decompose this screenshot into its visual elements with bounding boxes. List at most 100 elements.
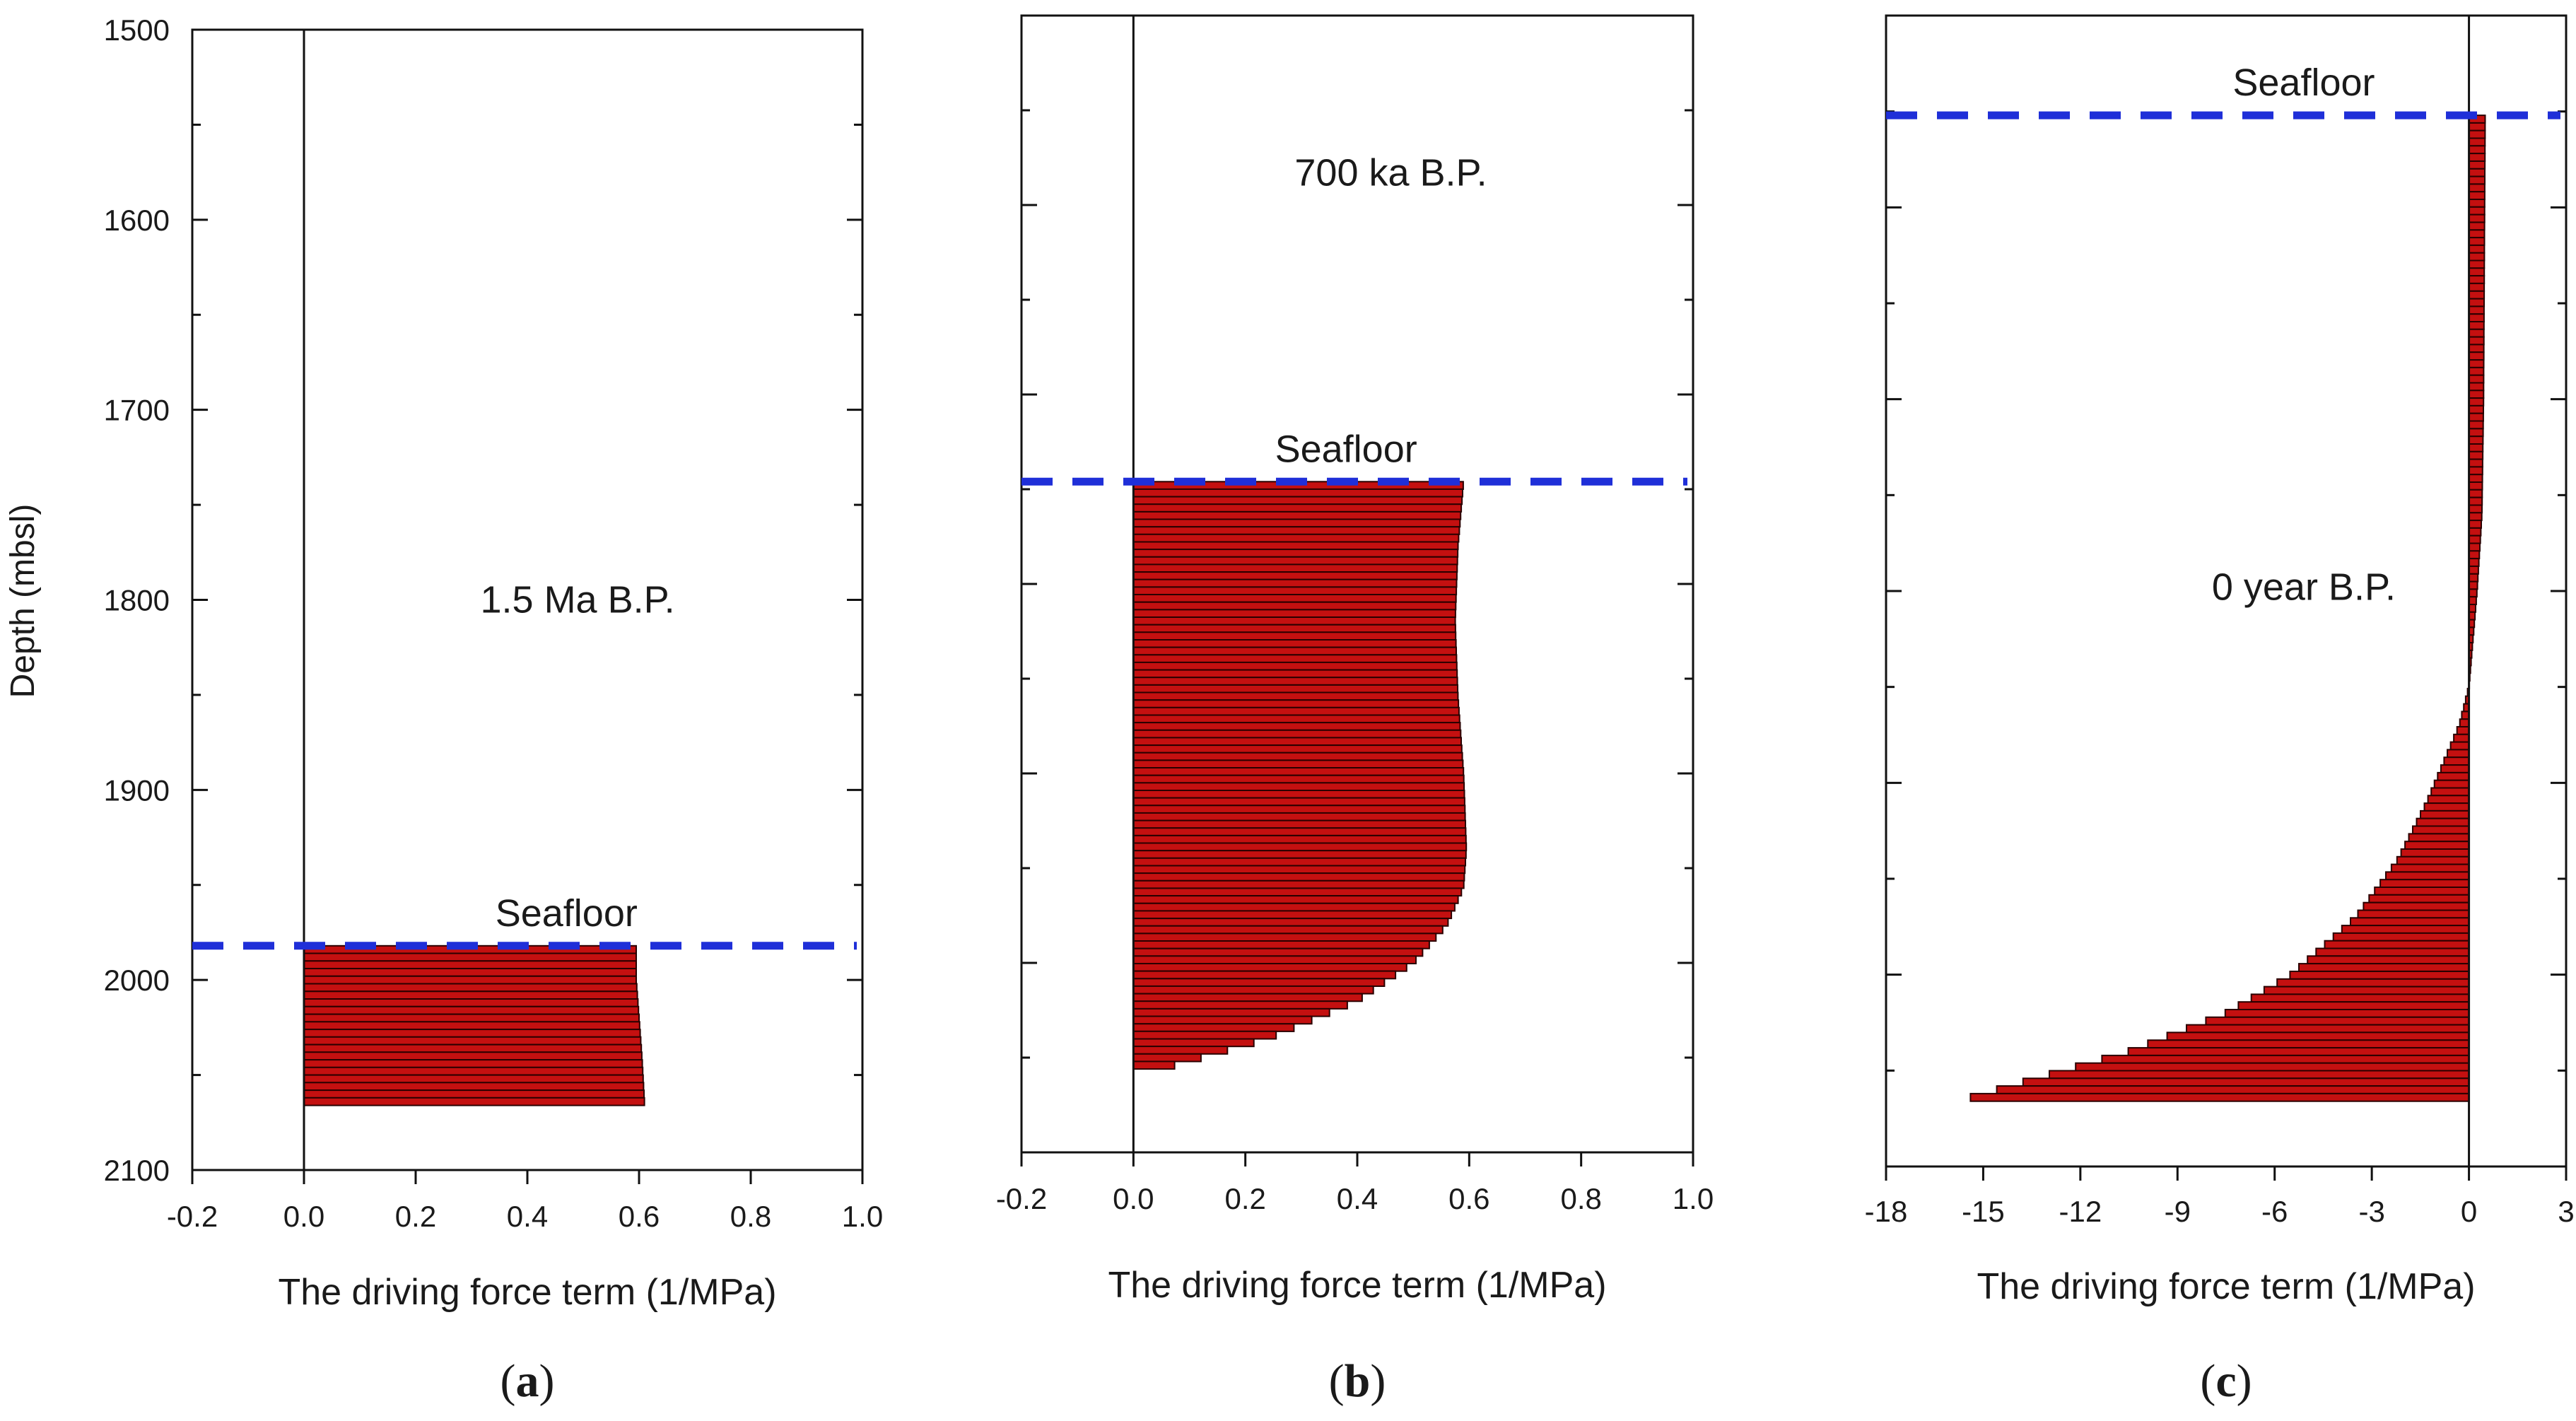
- bar: [2416, 817, 2470, 827]
- bar: [2468, 359, 2485, 368]
- bar: [1132, 496, 1463, 505]
- bar: [1132, 706, 1460, 716]
- bar: [2468, 244, 2486, 254]
- bar: [1132, 925, 1444, 935]
- bar: [2374, 887, 2470, 896]
- bar: [1132, 895, 1459, 904]
- bar: [1132, 752, 1463, 761]
- bar: [2147, 1039, 2470, 1049]
- bar: [2468, 199, 2486, 208]
- bar: [1132, 631, 1457, 641]
- bar: [1132, 865, 1466, 875]
- x-tick-label: 0.6: [1448, 1182, 1489, 1215]
- panel-a: 1500 1600 1700 1800 1900 2000 2100 -0.2 0.0 0.2 0.…: [104, 13, 884, 1407]
- bar: [1132, 503, 1463, 513]
- bar: [2186, 1024, 2470, 1034]
- bar: [2468, 420, 2484, 430]
- x-tick-label: 0.2: [395, 1200, 436, 1233]
- bar: [1132, 677, 1458, 686]
- x-tick-label: 0.4: [507, 1200, 548, 1233]
- bar: [2022, 1077, 2470, 1087]
- bar: [2453, 733, 2470, 743]
- bar: [1132, 850, 1467, 859]
- bar: [2166, 1031, 2470, 1041]
- x-tick-label: -0.2: [167, 1200, 218, 1233]
- bar: [2468, 351, 2485, 361]
- bar: [2468, 481, 2483, 491]
- x-tick-label: 1.0: [842, 1200, 883, 1233]
- bar: [2420, 809, 2470, 819]
- bar: [1132, 571, 1458, 580]
- bar: [1132, 827, 1467, 836]
- bar: [1132, 722, 1461, 731]
- bar: [1132, 684, 1459, 694]
- bar: [2468, 382, 2485, 392]
- x-tick-label: -18: [1865, 1195, 1908, 1228]
- bar: [2468, 573, 2479, 583]
- x-tick-label: 0.8: [1560, 1182, 1601, 1215]
- bar: [2468, 496, 2483, 506]
- bar: [303, 1036, 642, 1046]
- bar: [2468, 336, 2485, 346]
- bar: [1132, 737, 1463, 747]
- bar: [2468, 466, 2483, 476]
- bar: [1132, 624, 1456, 633]
- y-axis-label: Depth (mbsl): [4, 504, 42, 698]
- bar: [2289, 971, 2470, 980]
- bar: [2379, 879, 2470, 888]
- bar: [303, 1082, 645, 1092]
- bar: [2447, 749, 2470, 759]
- bar: [2468, 313, 2485, 323]
- bar: [2468, 428, 2484, 438]
- bar: [1132, 601, 1457, 611]
- bar: [2468, 534, 2481, 544]
- bar: [303, 998, 639, 1007]
- bar: [1132, 549, 1459, 558]
- panel-title: 700 ka B.P.: [1294, 151, 1487, 194]
- x-tick-label: 0.8: [730, 1200, 771, 1233]
- bar: [303, 1066, 644, 1076]
- bar: [2357, 909, 2470, 919]
- bar: [2468, 305, 2485, 315]
- bar: [1132, 797, 1465, 807]
- bar: [2396, 855, 2470, 865]
- bar: [1132, 586, 1458, 596]
- bar: [1132, 902, 1456, 912]
- bar: [2468, 596, 2477, 606]
- bar: [303, 968, 637, 977]
- bar: [2468, 206, 2486, 216]
- y-tick-label: 1600: [104, 204, 170, 237]
- bar: [1132, 932, 1437, 942]
- bar: [1132, 669, 1458, 679]
- bar: [303, 1074, 644, 1084]
- bar: [1132, 533, 1460, 543]
- bar: [2430, 787, 2470, 797]
- bar: [1132, 1023, 1295, 1032]
- bar: [1132, 699, 1460, 708]
- bar: [2468, 366, 2485, 376]
- bar: [2332, 932, 2470, 942]
- bar: [2468, 275, 2486, 284]
- bar: [1132, 759, 1464, 769]
- bar: [2468, 489, 2483, 498]
- bar: [2341, 925, 2470, 934]
- x-tick-label: 0.2: [1224, 1182, 1265, 1215]
- bar: [303, 1059, 643, 1068]
- bar: [2224, 1009, 2470, 1018]
- bar: [1132, 857, 1467, 867]
- bar: [2404, 841, 2470, 850]
- bar: [2468, 153, 2486, 162]
- x-tick-label: -0.2: [996, 1182, 1047, 1215]
- bar: [2468, 282, 2486, 292]
- bar: [2449, 741, 2470, 751]
- bar: [2468, 267, 2486, 277]
- bar: [303, 1097, 645, 1106]
- bar: [1132, 963, 1407, 972]
- bar: [1132, 654, 1458, 663]
- bar: [1132, 993, 1363, 1002]
- bar: [2468, 474, 2483, 484]
- seafloor-label: Seafloor: [496, 892, 638, 935]
- bar: [2468, 450, 2484, 460]
- bar: [1132, 767, 1465, 776]
- bar: [2468, 344, 2485, 353]
